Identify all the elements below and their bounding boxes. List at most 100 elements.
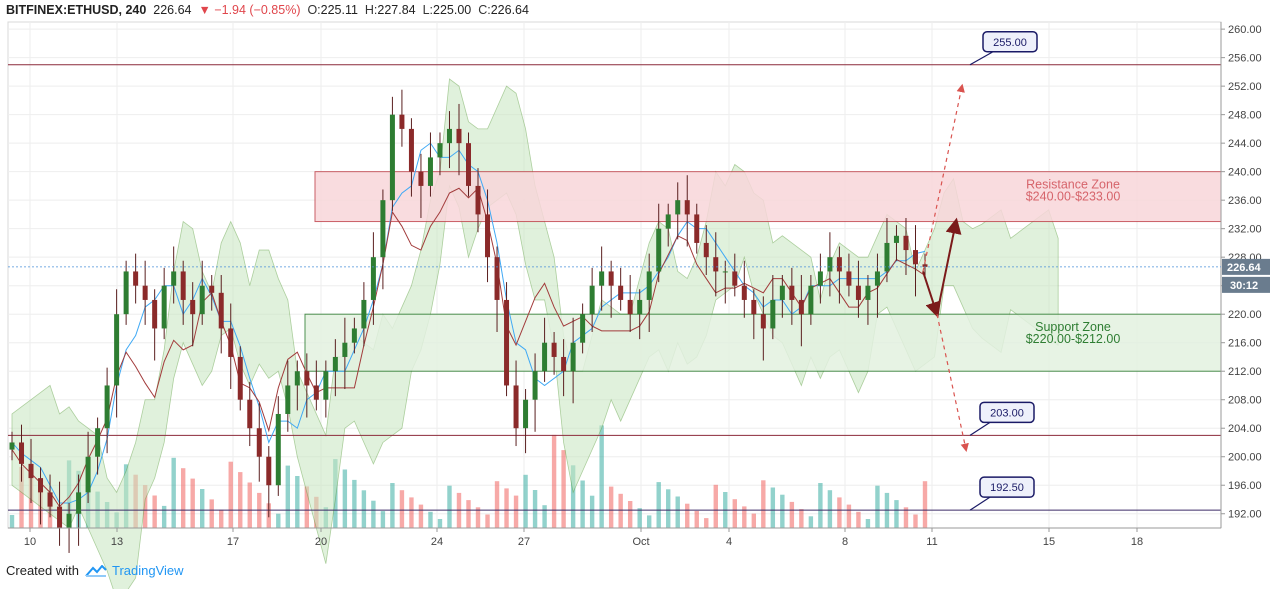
- candle-body: [779, 285, 785, 300]
- volume-bar: [9, 515, 15, 528]
- x-tick-label: 10: [24, 536, 36, 548]
- y-tick-label: 216.00: [1228, 338, 1262, 350]
- level-callout: [982, 31, 1038, 53]
- candle-body: [874, 271, 880, 286]
- callout-pointer: [969, 496, 991, 511]
- candle-body: [104, 385, 110, 429]
- high-value: 227.84: [377, 3, 416, 17]
- candle-body: [209, 285, 215, 293]
- volume-bar: [228, 461, 233, 528]
- volume-bar: [418, 504, 424, 528]
- candle-body: [561, 356, 567, 372]
- volume-bar: [808, 516, 814, 528]
- candle-body: [66, 513, 72, 528]
- volume-bar: [238, 472, 243, 528]
- candle-body: [237, 356, 243, 400]
- candle-body: [456, 128, 462, 144]
- volume-bar: [542, 505, 547, 528]
- candle-body: [446, 128, 452, 144]
- candle-body: [580, 314, 586, 343]
- candle-body: [922, 264, 928, 267]
- volume-bar: [475, 507, 481, 528]
- candle-body: [342, 342, 348, 357]
- volume-bar: [646, 515, 652, 528]
- volume-bar: [903, 507, 909, 528]
- volume-bar: [608, 486, 614, 528]
- volume-bar: [922, 481, 928, 528]
- volume-bar: [627, 501, 633, 528]
- candle-body: [760, 314, 766, 329]
- high-label: H:: [364, 3, 378, 17]
- volume-bar: [780, 494, 785, 528]
- candle-body: [542, 342, 548, 372]
- level-callout-label: 203.00: [990, 407, 1024, 419]
- candle-body: [380, 200, 386, 258]
- level-callout-label: 192.50: [990, 482, 1024, 494]
- volume-bar: [161, 505, 167, 528]
- low-label: L:: [422, 3, 434, 17]
- volume-bar: [789, 501, 795, 528]
- zone-range: $240.00-$233.00: [1026, 190, 1121, 204]
- level-callout-label: 255.00: [993, 37, 1027, 49]
- x-tick-label: 17: [227, 536, 239, 548]
- volume-bar: [751, 513, 757, 528]
- candle-body: [523, 399, 529, 429]
- volume-bar: [142, 485, 148, 528]
- tradingview-link[interactable]: TradingView: [85, 563, 184, 578]
- candle-body: [275, 413, 281, 486]
- candle-body: [903, 235, 909, 251]
- volume-bar: [200, 489, 205, 528]
- y-tick-label: 244.00: [1228, 138, 1262, 150]
- volume-bar: [865, 519, 871, 528]
- candle-body: [256, 428, 262, 457]
- volume-bar: [704, 518, 709, 528]
- candle-body: [513, 385, 519, 429]
- candle-body: [323, 371, 329, 400]
- candle-body: [713, 257, 719, 272]
- candle-body: [437, 143, 443, 158]
- volume-bar: [799, 509, 804, 528]
- y-tick-label: 260.00: [1228, 24, 1262, 36]
- candle-body: [123, 271, 129, 315]
- volume-bar: [599, 425, 604, 528]
- candle-body: [199, 285, 205, 315]
- volume-bar: [485, 514, 490, 528]
- open-value: 225.11: [320, 3, 358, 17]
- countdown-tag: [1222, 276, 1270, 293]
- candle-body: [361, 299, 367, 329]
- candle-body: [171, 271, 177, 286]
- candle-body: [846, 271, 852, 286]
- y-tick-label: 252.00: [1228, 81, 1262, 93]
- candle-body: [665, 214, 671, 229]
- x-tick-label: 13: [111, 536, 123, 548]
- volume-bar: [247, 482, 252, 528]
- volume-bar: [761, 480, 766, 528]
- candle-body: [180, 271, 186, 300]
- candle-body: [694, 214, 700, 243]
- volume-bar: [437, 519, 443, 528]
- y-tick-label: 232.00: [1228, 224, 1262, 236]
- volume-bar: [304, 486, 310, 528]
- y-tick-label: 240.00: [1228, 167, 1262, 179]
- x-tick-label: 27: [518, 536, 530, 548]
- candle-body: [827, 257, 833, 272]
- candle-body: [751, 299, 757, 315]
- projection-arrow-up: [936, 217, 962, 315]
- low-value: 225.00: [433, 3, 472, 17]
- candle-body: [332, 356, 338, 372]
- volume-bar: [19, 466, 24, 528]
- close-label: C:: [478, 3, 491, 17]
- volume-bar: [371, 500, 376, 528]
- volume-bar: [513, 495, 519, 528]
- last-price: 226.64: [153, 3, 192, 17]
- candle-body: [504, 299, 510, 386]
- volume-bar: [694, 510, 699, 528]
- candle-body: [142, 285, 148, 300]
- volume-bar: [466, 500, 471, 528]
- volume-bar: [352, 479, 357, 528]
- candle-body: [637, 299, 643, 315]
- candles: [9, 89, 928, 553]
- candle-body: [798, 299, 804, 315]
- candle-body: [532, 371, 538, 400]
